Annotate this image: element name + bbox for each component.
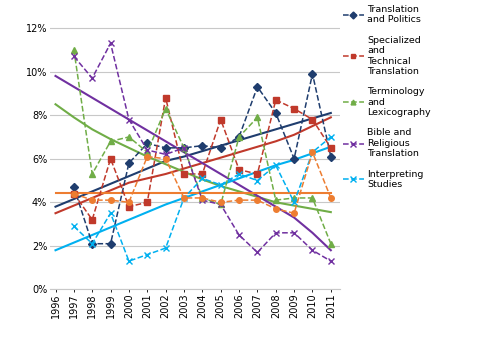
- Legend: Translation
and Politics, Specialized
and
Technical
Translation, Terminology
and: Translation and Politics, Specialized an…: [343, 5, 431, 189]
